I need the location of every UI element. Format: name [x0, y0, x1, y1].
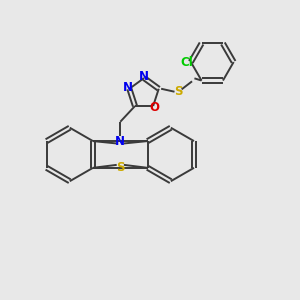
Text: S: S — [116, 161, 124, 174]
Text: N: N — [115, 135, 125, 148]
Text: O: O — [150, 101, 160, 114]
Text: S: S — [174, 85, 182, 98]
Text: N: N — [123, 81, 133, 94]
Text: Cl: Cl — [180, 56, 193, 69]
Text: N: N — [139, 70, 149, 83]
